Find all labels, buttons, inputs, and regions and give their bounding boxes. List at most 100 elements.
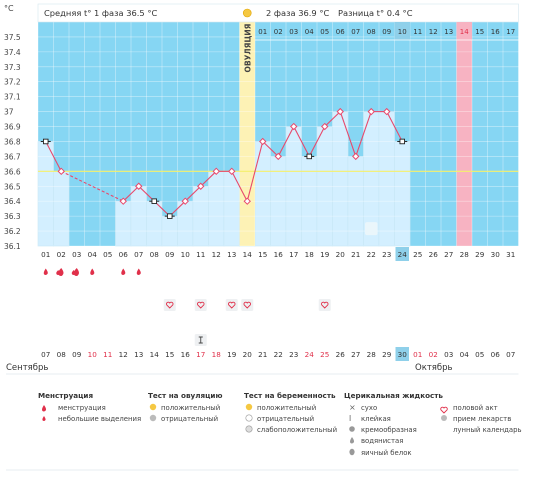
temperature-line-segment (308, 126, 326, 157)
temperature-point (43, 138, 49, 145)
temperature-point (259, 137, 267, 146)
cycle-day-label: 05 (103, 250, 112, 259)
temperature-point (306, 153, 313, 160)
phase2-day-label: 08 (367, 28, 376, 36)
temperature-point (274, 152, 282, 161)
calendar-date-label: 10 (88, 350, 98, 359)
phase2-day-label: 05 (320, 28, 329, 36)
phase1-average: Средняя t° 1 фаза 36.5 °C (44, 8, 157, 18)
legend-menstruation-title: Менструация (38, 391, 93, 400)
intercourse-heart-icon (197, 301, 205, 309)
intercourse-box (241, 299, 254, 311)
intercourse-box (163, 299, 176, 311)
spotting-icon (90, 268, 95, 275)
legend-cervical-item: яичный белок (361, 449, 412, 457)
temperature-point (135, 182, 143, 190)
cycle-day-label: 11 (196, 250, 205, 259)
y-tick-label: 37.1 (4, 93, 21, 102)
moon-box (365, 222, 378, 236)
legend-pregnancy-item: слабоположительный (257, 426, 337, 434)
spotting-icon (121, 268, 126, 275)
calendar-date-label: 29 (382, 350, 392, 359)
phase2-day-label: 06 (336, 28, 345, 36)
sun-icon (242, 8, 252, 18)
cycle-day-label: 26 (429, 250, 439, 259)
cycle-day-label: 13 (227, 250, 236, 259)
calendar-date-label: 27 (351, 350, 360, 359)
temperature-bar (332, 111, 349, 247)
cycle-day-label: 01 (41, 250, 50, 259)
y-tick-label: 36.5 (4, 182, 21, 191)
temperature-line-segment (293, 126, 310, 157)
legend-pregnancy-weak-icon (245, 425, 253, 433)
legend-watery-icon (350, 437, 355, 444)
calendar-date-label: 05 (475, 350, 484, 359)
legend-pregnancy-title: Тест на беременность (244, 391, 336, 400)
cycle-day-label: 07 (134, 250, 143, 259)
calendar-date-label: 25 (320, 350, 329, 359)
today-date-box (395, 347, 409, 361)
y-tick-label: 36.9 (4, 123, 21, 132)
legend-cervical-item: клейкая (361, 415, 391, 423)
phase2-day-label: 14 (460, 28, 469, 36)
y-tick-label: 37.3 (4, 63, 21, 72)
temperature-point (352, 152, 360, 161)
calendar-date-label: 02 (429, 350, 438, 359)
calendar-date-label: 26 (336, 350, 346, 359)
y-tick-label: 37 (4, 108, 14, 117)
temperature-point (321, 122, 329, 131)
temperature-point (181, 197, 189, 205)
calendar-date-label: 07 (41, 350, 50, 359)
y-tick-label: 36.8 (4, 137, 21, 146)
cycle-day-label: 18 (305, 250, 315, 259)
cycle-day-label: 22 (367, 250, 376, 259)
temperature-point (197, 182, 205, 190)
temperature-line-segment (355, 111, 372, 157)
temperature-point (336, 107, 344, 116)
legend-egg-white-icon (349, 448, 355, 456)
phase2-day-label: 12 (429, 28, 438, 36)
temperature-line-segment (200, 170, 217, 187)
temperature-bar (394, 141, 411, 247)
cycle-day-label: 27 (444, 250, 453, 259)
temperature-line-segment (386, 111, 403, 142)
y-tick-label: 36.1 (4, 242, 21, 251)
legend-menstruation-icon (42, 405, 47, 412)
y-tick-label: 37.4 (4, 48, 21, 57)
temperature-line-segment (231, 171, 248, 202)
calendar-date-label: 17 (196, 350, 205, 359)
temperature-bar (177, 200, 194, 247)
phase2-day-label: 09 (382, 28, 391, 36)
calendar-date-label: 16 (181, 350, 191, 359)
cycle-day-label: 15 (258, 250, 267, 259)
cycle-day-label: 17 (289, 250, 298, 259)
legend-ovulation-negative-icon (149, 414, 157, 422)
calendar-date-label: 08 (57, 350, 67, 359)
header-bar (37, 3, 519, 23)
temperature-point (290, 122, 298, 131)
cycle-day-label: 30 (491, 250, 501, 259)
temperature-line-dashed (61, 170, 124, 202)
legend-pregnancy-item: положительный (257, 404, 316, 412)
temperature-bar (146, 200, 163, 247)
legend-ovulation-item: отрицательный (161, 415, 218, 423)
phase2-day-label: 13 (444, 28, 453, 36)
temperature-point (119, 197, 127, 205)
temperature-bar (254, 141, 271, 247)
cycle-day-label: 21 (351, 250, 360, 259)
temperature-bar (37, 141, 54, 247)
cycle-day-label: 10 (181, 250, 191, 259)
menstruation-icon (71, 270, 76, 275)
legend-moon-icon (441, 426, 445, 434)
legend-sticky-icon: I (349, 414, 351, 423)
calendar-date-label: 09 (72, 350, 82, 359)
y-tick-label: 36.6 (4, 167, 21, 176)
legend-other-item: прием лекарств (453, 415, 511, 423)
calendar-date-label: 06 (491, 350, 501, 359)
month-label-end: Октябрь (415, 363, 453, 373)
legend-pregnancy-item: отрицательный (257, 415, 314, 423)
temperature-point (399, 138, 406, 145)
temperature-difference: Разница t° 0.4 °C (338, 8, 413, 18)
temperature-line-segment (262, 141, 279, 157)
menstruation-icon (56, 270, 60, 275)
